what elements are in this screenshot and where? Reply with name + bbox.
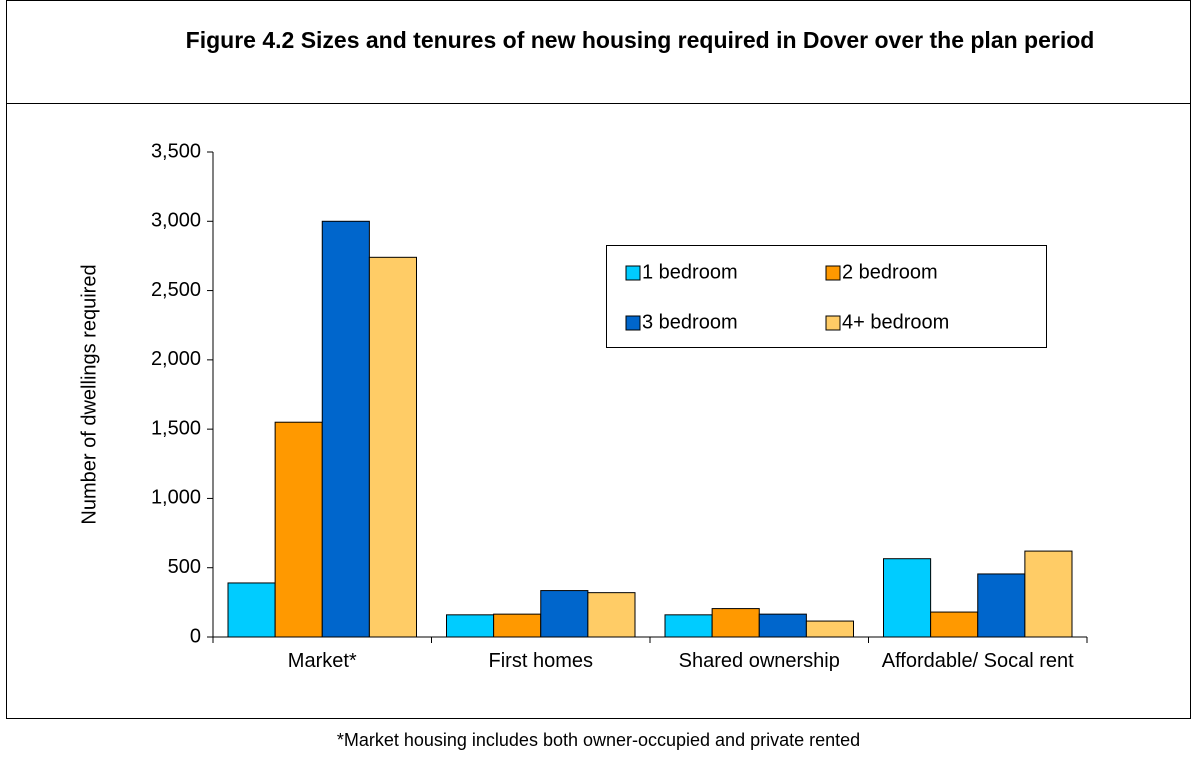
frame bbox=[6, 0, 1191, 719]
bar bbox=[227, 582, 276, 638]
legend-swatch bbox=[625, 265, 641, 281]
chart-title: Figure 4.2 Sizes and tenures of new hous… bbox=[185, 27, 1095, 53]
bar bbox=[587, 592, 636, 638]
bar bbox=[321, 220, 370, 638]
x-tick-label: Shared ownership bbox=[678, 650, 840, 672]
y-tick-label: 2,500 bbox=[151, 279, 201, 301]
legend-label: 2 bedroom bbox=[842, 261, 938, 283]
y-tick-label: 3,500 bbox=[151, 140, 201, 162]
bar bbox=[493, 613, 542, 638]
bar bbox=[711, 608, 760, 638]
bar bbox=[977, 573, 1026, 638]
bar bbox=[883, 558, 932, 638]
bar bbox=[274, 421, 323, 638]
legend-label: 4+ bedroom bbox=[842, 311, 949, 333]
bar bbox=[664, 614, 713, 638]
y-axis-title: Number of dwellings required bbox=[78, 264, 100, 524]
y-tick-label: 2,000 bbox=[151, 348, 201, 370]
bar bbox=[1024, 550, 1073, 638]
y-tick-label: 1,000 bbox=[151, 487, 201, 509]
x-tick-label: Market* bbox=[287, 650, 357, 672]
legend-swatch bbox=[825, 315, 841, 331]
bar bbox=[758, 613, 807, 638]
bar bbox=[446, 614, 495, 638]
legend-swatch bbox=[625, 315, 641, 331]
x-tick-label: First homes bbox=[488, 650, 593, 672]
bar bbox=[368, 256, 417, 638]
footnote: *Market housing includes both owner-occu… bbox=[336, 730, 861, 750]
legend-label: 1 bedroom bbox=[642, 261, 738, 283]
x-tick-label: Affordable/ Socal rent bbox=[881, 650, 1074, 672]
y-tick-label: 0 bbox=[190, 625, 201, 647]
bar bbox=[805, 620, 854, 638]
y-tick-label: 500 bbox=[168, 556, 201, 578]
bar bbox=[930, 611, 979, 638]
y-tick-label: 3,000 bbox=[151, 210, 201, 232]
y-tick-label: 1,500 bbox=[151, 417, 201, 439]
legend-label: 3 bedroom bbox=[642, 311, 738, 333]
legend-swatch bbox=[825, 265, 841, 281]
bar bbox=[540, 590, 589, 638]
